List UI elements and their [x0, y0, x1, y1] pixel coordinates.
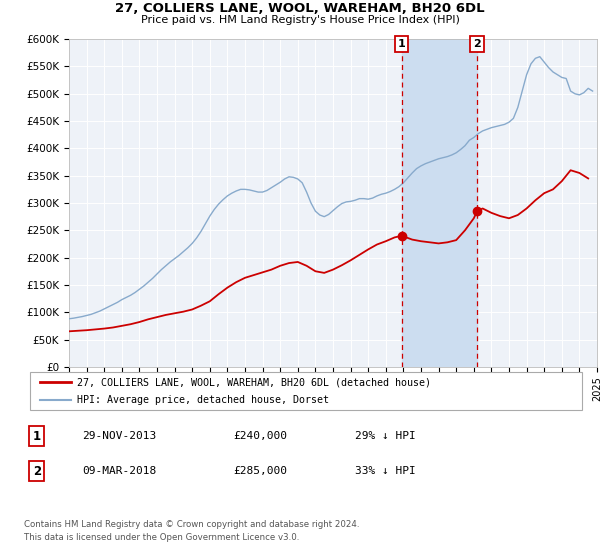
Text: 29% ↓ HPI: 29% ↓ HPI	[355, 431, 416, 441]
Text: 2: 2	[32, 465, 41, 478]
Text: This data is licensed under the Open Government Licence v3.0.: This data is licensed under the Open Gov…	[24, 533, 299, 542]
FancyBboxPatch shape	[30, 372, 582, 410]
Text: Contains HM Land Registry data © Crown copyright and database right 2024.: Contains HM Land Registry data © Crown c…	[24, 520, 359, 529]
Text: £285,000: £285,000	[234, 466, 288, 476]
Text: Price paid vs. HM Land Registry's House Price Index (HPI): Price paid vs. HM Land Registry's House …	[140, 15, 460, 25]
Bar	[402, 39, 477, 367]
Text: 33% ↓ HPI: 33% ↓ HPI	[355, 466, 416, 476]
Text: 09-MAR-2018: 09-MAR-2018	[82, 466, 156, 476]
Text: 27, COLLIERS LANE, WOOL, WAREHAM, BH20 6DL: 27, COLLIERS LANE, WOOL, WAREHAM, BH20 6…	[115, 2, 485, 15]
Text: 29-NOV-2013: 29-NOV-2013	[82, 431, 156, 441]
Text: 2: 2	[473, 39, 481, 49]
Text: HPI: Average price, detached house, Dorset: HPI: Average price, detached house, Dors…	[77, 395, 329, 405]
Text: 1: 1	[32, 430, 41, 442]
Text: £240,000: £240,000	[234, 431, 288, 441]
Text: 1: 1	[398, 39, 406, 49]
Text: 27, COLLIERS LANE, WOOL, WAREHAM, BH20 6DL (detached house): 27, COLLIERS LANE, WOOL, WAREHAM, BH20 6…	[77, 377, 431, 387]
